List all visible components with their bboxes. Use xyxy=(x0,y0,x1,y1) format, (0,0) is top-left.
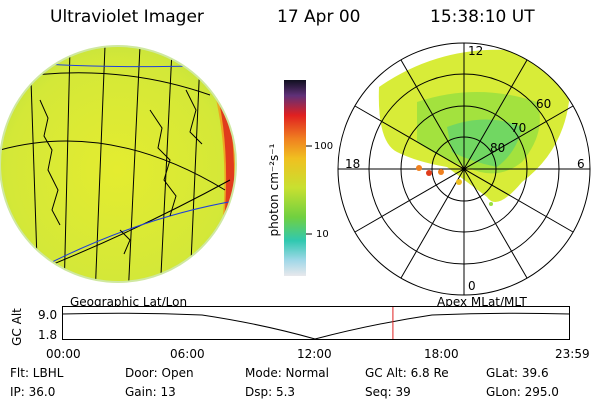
instrument-title: Ultraviolet Imager xyxy=(50,7,204,27)
mlt-label-6: 6 xyxy=(577,157,585,171)
colorbar-tick-100: 100 xyxy=(314,141,334,152)
colorbar-tick-10: 10 xyxy=(316,229,329,240)
glat-status: GLat: 39.6 xyxy=(486,366,549,380)
time-tick-0600: 06:00 xyxy=(170,347,205,361)
mlt-label-0: 0 xyxy=(468,279,476,293)
geographic-label: Geographic Lat/Lon xyxy=(70,295,188,309)
mode-status: Mode: Normal xyxy=(245,366,329,380)
dsp-status: Dsp: 5.3 xyxy=(245,385,296,399)
time-tick-1800: 18:00 xyxy=(424,347,459,361)
door-status: Door: Open xyxy=(125,366,194,380)
seq-status: Seq: 39 xyxy=(365,385,411,399)
altitude-tick-high: 9.0 xyxy=(38,308,58,322)
gc-alt-status: GC Alt: 6.8 Re xyxy=(365,366,449,380)
geographic-image xyxy=(0,45,237,283)
colorbar xyxy=(284,80,312,276)
glon-status: GLon: 295.0 xyxy=(486,385,559,399)
polar-plot xyxy=(337,42,591,296)
time-tick-2359: 23:59 xyxy=(555,347,590,361)
apex-label: Apex MLat/MLT xyxy=(437,295,527,309)
gain-status: Gain: 13 xyxy=(125,385,176,399)
ip-status: IP: 36.0 xyxy=(10,385,56,399)
time-tick-1200: 12:00 xyxy=(297,347,332,361)
altitude-tick-low: 1.8 xyxy=(38,328,58,342)
altitude-plot xyxy=(62,306,571,340)
mlt-label-12: 12 xyxy=(468,44,484,58)
observation-date: 17 Apr 00 xyxy=(277,7,361,27)
time-tick-0000: 00:00 xyxy=(46,347,81,361)
mlt-label-18: 18 xyxy=(345,157,361,171)
mlat-label-60: 60 xyxy=(536,97,552,111)
observation-time: 15:38:10 UT xyxy=(430,7,535,27)
mlat-label-70: 70 xyxy=(511,121,527,135)
colorbar-label: photon cm⁻²s⁻¹ xyxy=(267,143,281,237)
mlat-label-80: 80 xyxy=(490,141,506,155)
filter-status: Flt: LBHL xyxy=(10,366,64,380)
altitude-axis-label: GC Alt xyxy=(10,308,24,346)
